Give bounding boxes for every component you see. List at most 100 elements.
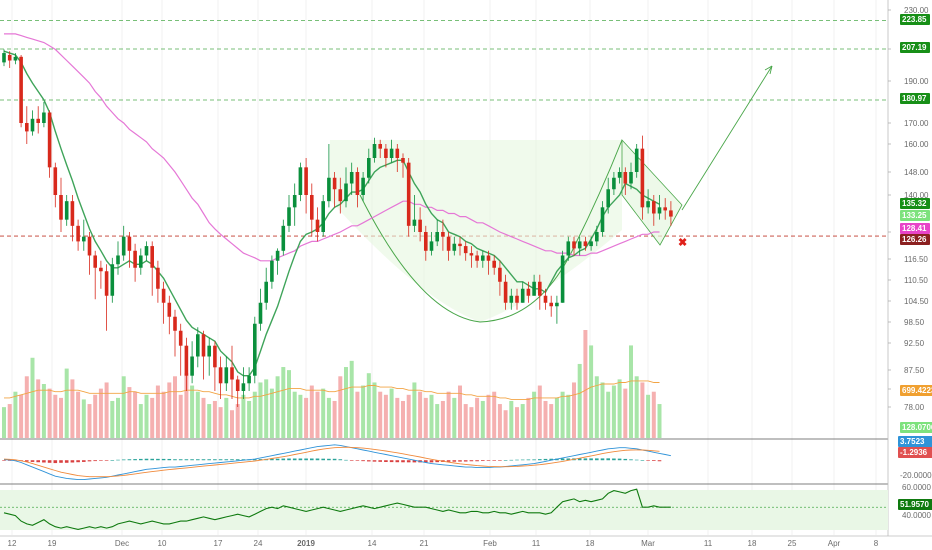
candle-body: [327, 177, 331, 202]
macd-hist-bar: [657, 460, 662, 462]
candle-body: [298, 167, 303, 195]
volume-bar: [2, 407, 6, 438]
x-tick-label: Dec: [115, 539, 129, 548]
candle-body: [104, 271, 109, 296]
price-badge-text: 135.32: [902, 199, 927, 208]
candle-body: [486, 255, 491, 261]
price-badge: [900, 234, 930, 245]
macd-hist-bar: [207, 459, 211, 461]
x-tick-label: 14: [368, 539, 377, 548]
volume-bar: [554, 397, 559, 438]
candle-body: [241, 383, 246, 391]
volume-bar: [497, 404, 502, 438]
candle-body: [258, 302, 263, 324]
volume-bar: [389, 388, 394, 438]
candle-body: [526, 288, 531, 296]
candle-body: [127, 236, 132, 251]
price-tick-label: 78.00: [904, 403, 925, 412]
volume-bar: [383, 394, 388, 438]
ema-slow-line: [4, 33, 660, 262]
candle-body: [401, 158, 405, 163]
macd-hist-bar: [213, 459, 217, 461]
macd-hist-bar: [161, 458, 166, 461]
volume-bar: [121, 376, 126, 438]
macd-line: [3, 444, 671, 481]
macd-hist-bar: [258, 459, 263, 461]
candle-body: [82, 236, 86, 242]
macd-hist-bar: [623, 458, 628, 461]
volume-bar: [634, 376, 639, 438]
volume-bar: [572, 382, 576, 438]
candle-body: [173, 316, 177, 331]
candle-body: [418, 219, 422, 232]
volume-bar: [475, 397, 480, 438]
macd-hist-bar: [190, 459, 194, 461]
volume-bar: [560, 391, 565, 438]
macd-hist-bar: [560, 458, 565, 461]
volume-ma-line: [4, 380, 660, 400]
price-badge: [900, 223, 930, 234]
candle-body: [344, 183, 348, 202]
candle-body: [42, 112, 46, 123]
candle-body: [36, 118, 40, 123]
macd-hist-bar: [99, 460, 103, 461]
volume-bar: [469, 407, 474, 438]
candle-body: [292, 195, 297, 208]
candle-body: [93, 255, 97, 268]
candle-body: [492, 260, 496, 268]
volume-bar: [64, 368, 69, 438]
candle-body: [520, 288, 525, 303]
volume-bar: [366, 373, 371, 438]
price-badge: [900, 198, 930, 209]
volume-bar: [155, 385, 160, 438]
candle-body: [629, 172, 633, 184]
macd-hist-bar: [173, 459, 177, 461]
price-badge: [900, 14, 930, 25]
candle-body: [2, 53, 6, 63]
volume-bar: [275, 376, 280, 438]
candle-body: [281, 225, 286, 251]
candle-body: [595, 232, 599, 242]
macd-hist-bar: [526, 459, 531, 461]
volume-bar: [81, 399, 86, 438]
volume-bar: [480, 400, 485, 438]
price-tick-label: 104.50: [904, 297, 929, 306]
macd-hist-bar: [486, 460, 491, 461]
candle-body: [452, 243, 457, 251]
macd-hist-bar: [53, 460, 58, 464]
volume-bar: [486, 394, 491, 438]
price-tick-label: 148.00: [904, 168, 929, 177]
volume-bar: [321, 388, 326, 438]
macd-hist-bar: [429, 460, 434, 463]
macd-hist-bar: [372, 460, 377, 462]
candle-body: [663, 207, 667, 211]
volume-bar: [355, 391, 360, 438]
volume-bar: [36, 379, 41, 438]
candle-body: [87, 236, 92, 256]
candle-body: [509, 295, 514, 303]
candle-body: [406, 162, 411, 226]
candle-body: [156, 267, 160, 289]
macd-hist-bar: [235, 459, 240, 461]
rsi-tick-label: 60.0000: [902, 483, 931, 492]
macd-hist-bar: [201, 459, 206, 461]
volume-bar: [201, 397, 206, 438]
macd-hist-bar: [298, 458, 303, 461]
price-badge: [900, 93, 930, 104]
candle-body: [338, 189, 343, 202]
candle-body: [349, 172, 354, 184]
volume-bar: [93, 394, 98, 438]
candle-body: [543, 295, 548, 303]
candle-body: [441, 232, 445, 237]
volume-bar: [247, 400, 252, 438]
candle-body: [332, 177, 337, 190]
candle-body: [458, 243, 462, 247]
macd-hist-bar: [532, 459, 536, 461]
candle-body: [657, 207, 662, 214]
volume-bar: [492, 391, 497, 438]
x-tick-label: 17: [214, 539, 223, 548]
macd-hist-bar: [315, 458, 320, 461]
macd-hist-bar: [196, 459, 200, 461]
